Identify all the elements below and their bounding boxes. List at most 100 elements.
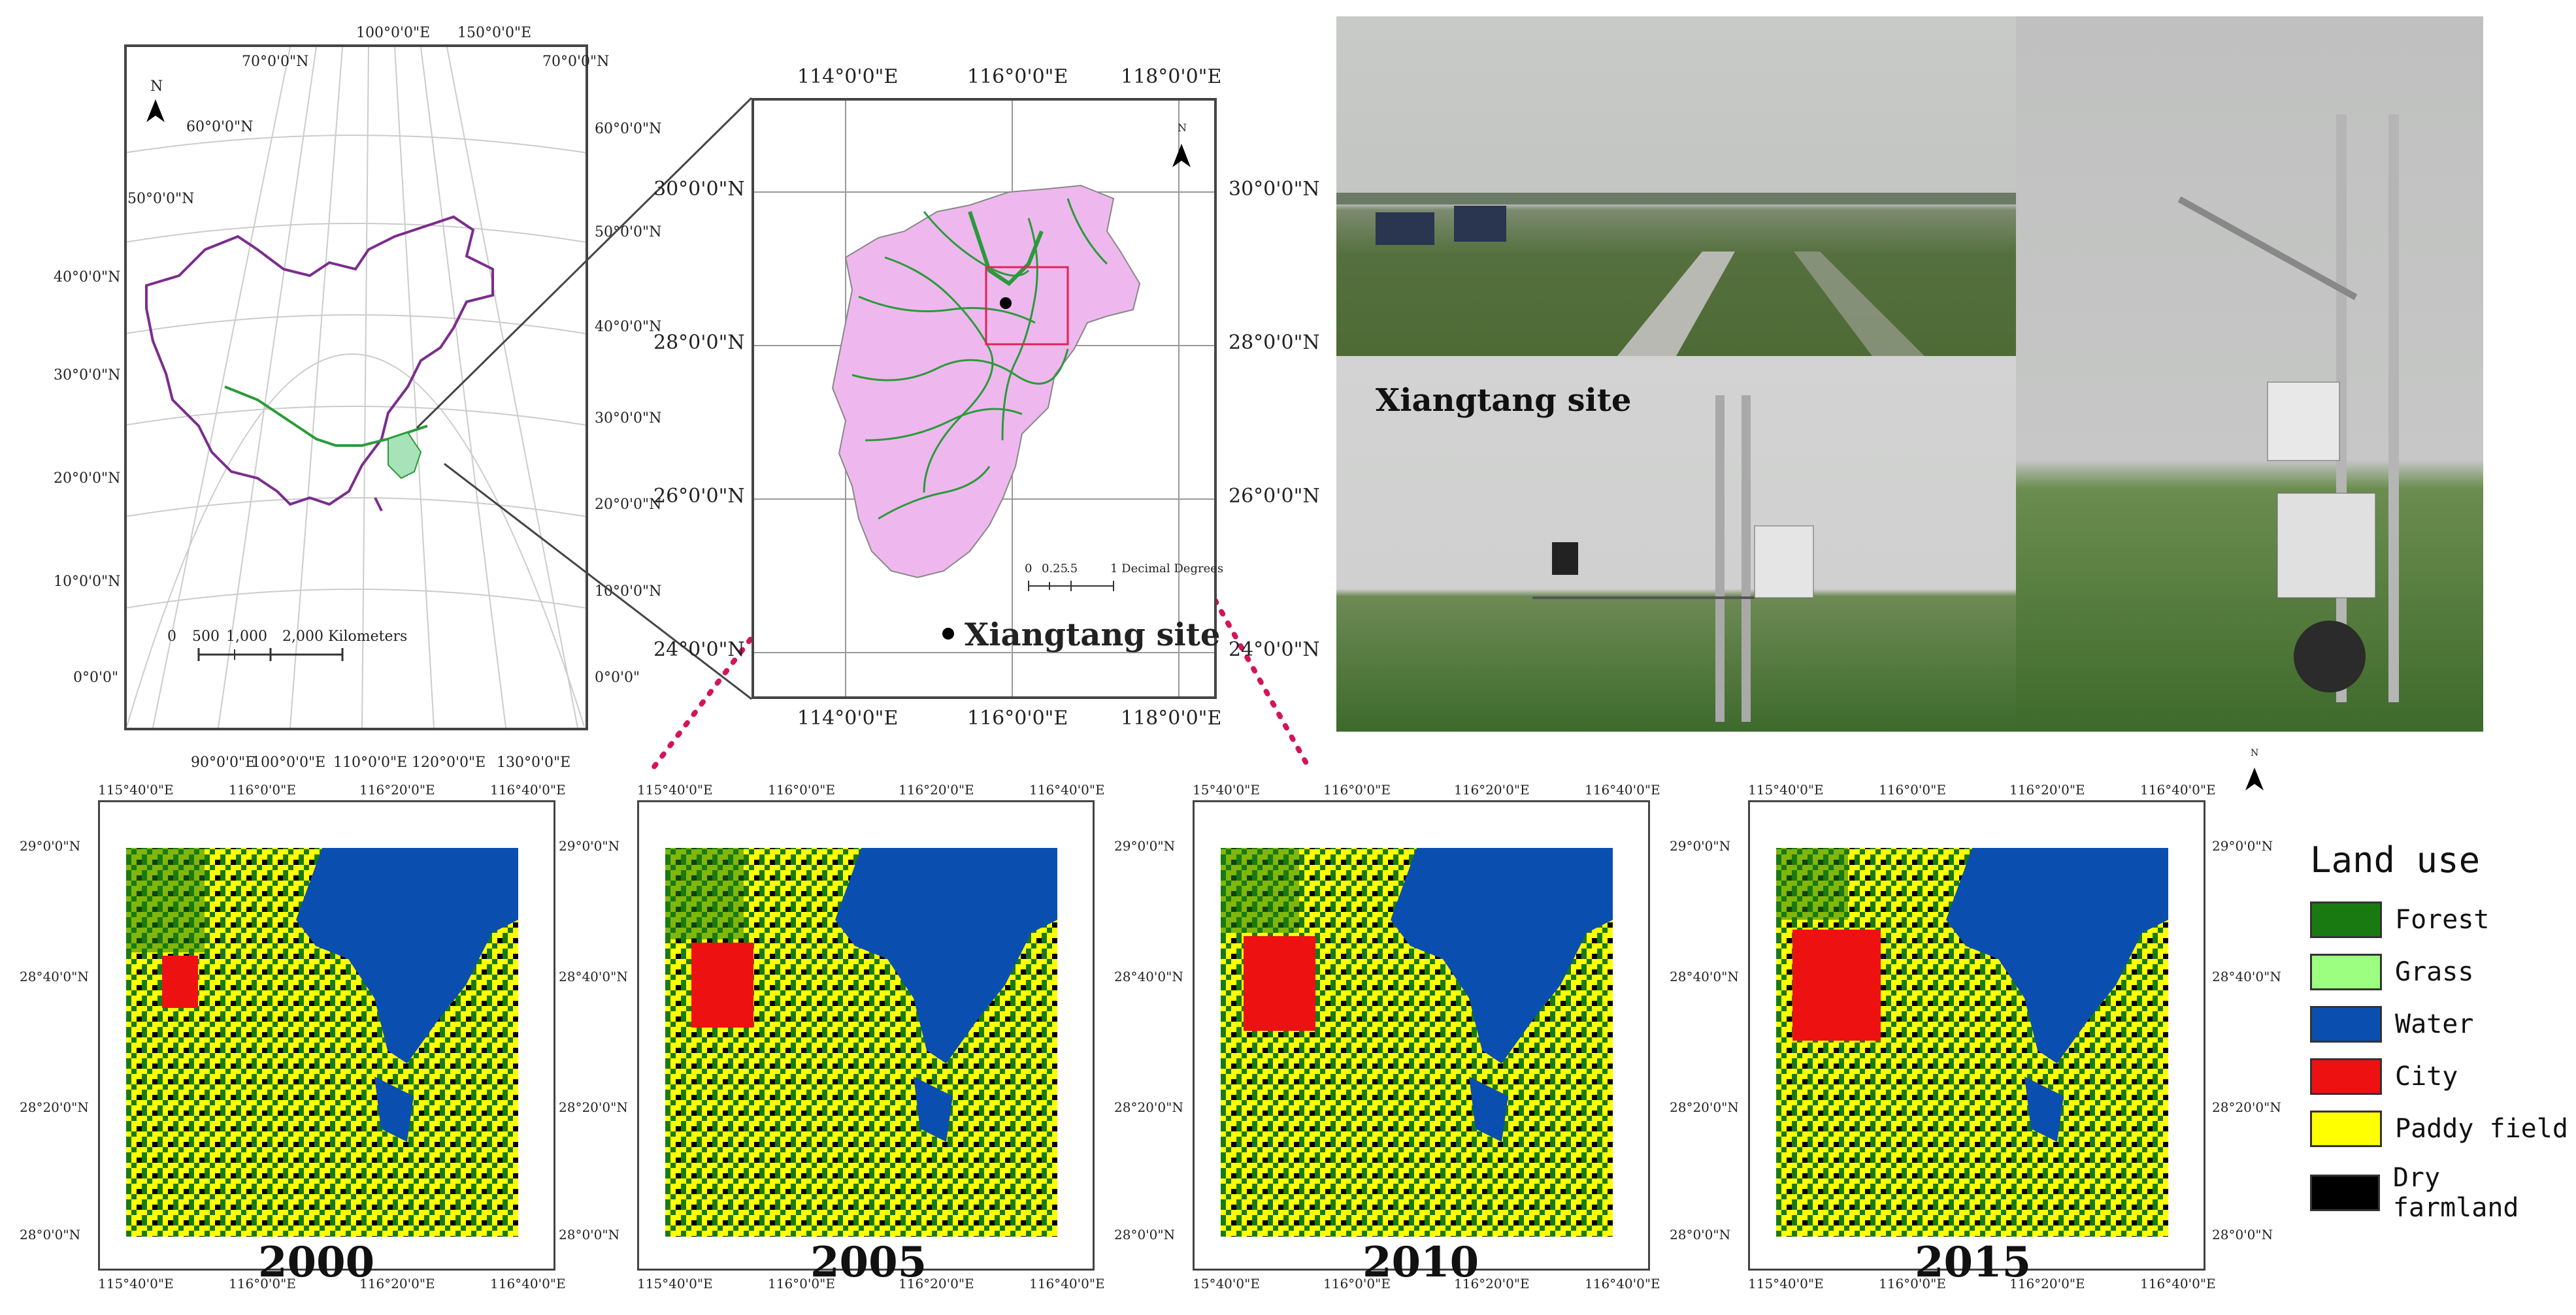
landuse-2-top-lon-3: 116°40'0"E bbox=[1585, 782, 1660, 798]
landuse-2-top-lon-2: 116°20'0"E bbox=[1454, 782, 1530, 798]
legend-title: Land use bbox=[2310, 839, 2481, 881]
legend-swatch-water bbox=[2310, 1006, 2382, 1043]
landuse-1-bottom-lon-2: 116°20'0"E bbox=[899, 1276, 974, 1291]
world-bottom-lon-120: 120°0'0"E bbox=[412, 755, 486, 771]
legend-swatch-forest bbox=[2310, 901, 2382, 938]
province-right-lat-26: 26°0'0"N bbox=[1229, 485, 1320, 508]
landuse-2-top-lon-1: 116°0'0"E bbox=[1323, 782, 1391, 798]
landuse-0-top-lon-2: 116°20'0"E bbox=[359, 782, 435, 798]
province-scale-1: 1 Decimal Degrees bbox=[1110, 562, 1224, 576]
scale-tick-0: 0 bbox=[167, 628, 176, 645]
world-bottom-lon-110: 110°0'0"E bbox=[333, 755, 408, 771]
legend-label-forest: Forest bbox=[2395, 905, 2490, 935]
province-top-lon-118: 118°0'0"E bbox=[1121, 65, 1222, 88]
world-bottom-lon-130: 130°0'0"E bbox=[497, 755, 571, 771]
landuse-3-bottom-lon-2: 116°20'0"E bbox=[2009, 1276, 2085, 1291]
scale-tick-1000: 1,000 bbox=[226, 628, 267, 645]
landuse-1-bottom-lon-0: 115°40'0"E bbox=[637, 1276, 713, 1291]
landuse-3-left-lat-0: 29°0'0"N bbox=[1670, 838, 1731, 854]
legend-label-water: Water bbox=[2395, 1009, 2474, 1039]
landuse-1-left-lat-3: 28°0'0"N bbox=[559, 1227, 620, 1242]
landuse-0-top-lon-0: 115°40'0"E bbox=[98, 782, 174, 798]
landuse-3-bottom-lon-0: 115°40'0"E bbox=[1748, 1276, 1824, 1291]
province-site-label: Xiangtang site bbox=[965, 617, 1221, 653]
landuse-3-right-lat-3: 28°0'0"N bbox=[2212, 1227, 2273, 1242]
world-left-lat-20: 20°0'0"N bbox=[54, 470, 121, 487]
landuse-1-left-lat-1: 28°40'0"N bbox=[559, 969, 628, 984]
landuse-1-top-lon-0: 115°40'0"E bbox=[637, 782, 713, 798]
province-bottom-lon-116: 116°0'0"E bbox=[967, 707, 1068, 730]
landuse-2-bottom-lon-1: 116°0'0"E bbox=[1323, 1276, 1391, 1291]
landuse-1-top-lon-1: 116°0'0"E bbox=[768, 782, 835, 798]
jiangxi-outline bbox=[831, 184, 1141, 579]
world-bottom-lon-100: 100°0'0"E bbox=[252, 755, 326, 771]
landuse-0-bottom-lon-0: 115°40'0"E bbox=[98, 1276, 174, 1291]
landuse-1-top-lon-2: 116°20'0"E bbox=[899, 782, 974, 798]
landuse-map-2010 bbox=[1193, 800, 1650, 1271]
year-label-2010: 2010 bbox=[1362, 1238, 1479, 1287]
world-left-lat-40: 40°0'0"N bbox=[54, 269, 121, 285]
world-top-lon-100: 100°0'0"E bbox=[356, 25, 431, 41]
landuse-2-bottom-lon-0: 15°40'0"E bbox=[1193, 1276, 1260, 1291]
photo-flux-tower-near bbox=[2016, 16, 2483, 732]
world-left-lat-10: 10°0'0"N bbox=[54, 574, 121, 590]
landuse-2-left-lat-0: 29°0'0"N bbox=[1114, 838, 1176, 854]
legend-swatch-dry-farmland bbox=[2310, 1175, 2380, 1211]
landuse-3-right-lat-0: 29°0'0"N bbox=[2212, 838, 2273, 854]
year-label-2005: 2005 bbox=[810, 1238, 927, 1287]
landuse-3-left-lat-2: 28°20'0"N bbox=[1670, 1099, 1739, 1115]
world-bottom-lon-90: 90°0'0"E bbox=[191, 755, 256, 771]
photo-site-caption: Xiangtang site bbox=[1376, 382, 1632, 419]
legend-item-dry-farmland: Dry farmland bbox=[2310, 1163, 2576, 1223]
legend-swatch-city bbox=[2310, 1058, 2382, 1095]
landuse-0-left-lat-1: 28°40'0"N bbox=[20, 969, 89, 984]
photo-paddy-field bbox=[1336, 16, 2016, 356]
landuse-3-left-lat-3: 28°0'0"N bbox=[1670, 1227, 1731, 1242]
landuse-0-left-lat-2: 28°20'0"N bbox=[20, 1099, 89, 1115]
scale-tick-2000: 2,000 Kilometers bbox=[282, 628, 408, 645]
world-right-lat-70: 70°0'0"N bbox=[542, 54, 610, 70]
world-left-lat-0: 0°0'0" bbox=[73, 670, 119, 686]
scale-tick-500: 500 bbox=[192, 628, 220, 645]
legend-label-city: City bbox=[2395, 1062, 2458, 1092]
province-right-lat-28: 28°0'0"N bbox=[1229, 331, 1320, 354]
province-map-graphic bbox=[754, 101, 1214, 696]
landuse-0-top-lon-3: 116°40'0"E bbox=[490, 782, 566, 798]
province-right-lat-24: 24°0'0"N bbox=[1229, 638, 1320, 661]
province-scale-05: .5 bbox=[1066, 562, 1078, 576]
world-left-lat-50: 50°0'0"N bbox=[127, 191, 195, 207]
province-top-lon-114: 114°0'0"E bbox=[797, 65, 899, 88]
landuse-3-bottom-lon-3: 116°40'0"E bbox=[2140, 1276, 2216, 1291]
legend-item-forest: Forest bbox=[2310, 901, 2490, 938]
world-left-lat-30: 30°0'0"N bbox=[54, 367, 121, 383]
legend-label-paddy-field: Paddy field bbox=[2395, 1114, 2568, 1144]
province-left-lat-30: 30°0'0"N bbox=[653, 178, 745, 201]
world-left-lat-60: 60°0'0"N bbox=[186, 119, 254, 135]
legend-north-label: N bbox=[2251, 748, 2259, 758]
landuse-0-left-lat-0: 29°0'0"N bbox=[20, 838, 81, 854]
landuse-3-right-lat-2: 28°20'0"N bbox=[2212, 1099, 2281, 1115]
landuse-3-top-lon-2: 116°20'0"E bbox=[2009, 782, 2085, 798]
province-scale-0: 0 bbox=[1025, 562, 1032, 576]
province-top-lon-116: 116°0'0"E bbox=[967, 65, 1068, 88]
legend-north-arrow bbox=[2245, 768, 2264, 790]
province-left-lat-24: 24°0'0"N bbox=[653, 638, 745, 661]
province-bottom-lon-118: 118°0'0"E bbox=[1121, 707, 1222, 730]
year-label-2015: 2015 bbox=[1915, 1238, 2032, 1287]
province-left-lat-28: 28°0'0"N bbox=[653, 331, 745, 354]
jiangxi-province-map: N 0 0.25 .5 1 Decimal Degrees Xiangtang … bbox=[751, 98, 1223, 699]
landuse-2-left-lat-2: 28°20'0"N bbox=[1114, 1099, 1183, 1115]
landuse-0-bottom-lon-3: 116°40'0"E bbox=[490, 1276, 566, 1291]
landuse-2-top-lon-0: 15°40'0"E bbox=[1193, 782, 1260, 798]
province-north-label: N bbox=[1178, 122, 1187, 134]
photo-flux-tower-far: Xiangtang site bbox=[1336, 356, 2016, 732]
landuse-3-bottom-lon-1: 116°0'0"E bbox=[1879, 1276, 1946, 1291]
province-left-lat-26: 26°0'0"N bbox=[653, 485, 745, 508]
legend-label-grass: Grass bbox=[2395, 957, 2474, 987]
world-top-lon-150: 150°0'0"E bbox=[457, 25, 532, 41]
landuse-3-right-lat-1: 28°40'0"N bbox=[2212, 969, 2281, 984]
landuse-map-2000 bbox=[98, 800, 555, 1271]
landuse-1-bottom-lon-3: 116°40'0"E bbox=[1029, 1276, 1105, 1291]
legend-label-dry-farmland: Dry farmland bbox=[2392, 1163, 2519, 1223]
landuse-1-left-lat-2: 28°20'0"N bbox=[559, 1099, 628, 1115]
